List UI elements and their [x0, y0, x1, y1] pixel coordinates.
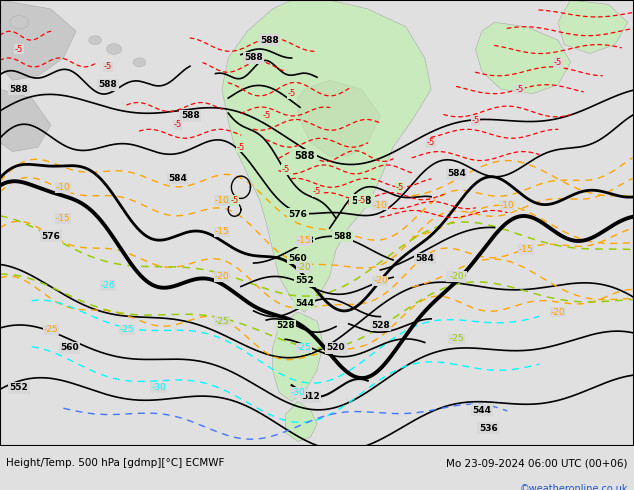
Text: -5: -5	[15, 45, 23, 53]
Text: 576: 576	[41, 232, 60, 241]
Text: 588: 588	[181, 111, 200, 121]
Text: -10: -10	[373, 200, 388, 210]
Text: -5: -5	[236, 143, 245, 151]
Text: -5: -5	[471, 116, 480, 125]
Text: -5: -5	[103, 62, 112, 72]
Polygon shape	[558, 0, 628, 53]
Text: -5: -5	[173, 121, 182, 129]
Text: 528: 528	[371, 321, 390, 330]
Polygon shape	[222, 0, 431, 312]
Polygon shape	[0, 89, 51, 151]
Text: 588: 588	[244, 53, 263, 62]
Text: 552: 552	[10, 384, 29, 392]
Polygon shape	[476, 22, 571, 94]
Text: -5: -5	[553, 58, 562, 67]
Text: 544: 544	[295, 299, 314, 308]
Text: 588: 588	[333, 232, 352, 241]
Polygon shape	[298, 80, 380, 156]
Text: 584: 584	[447, 170, 466, 178]
Text: -10: -10	[214, 196, 230, 205]
Text: 588: 588	[98, 80, 117, 89]
Text: 560: 560	[288, 254, 307, 263]
Text: -26: -26	[100, 281, 115, 290]
Text: 520: 520	[327, 343, 346, 352]
Text: 528: 528	[276, 321, 295, 330]
Text: 536: 536	[479, 423, 498, 433]
Text: 560: 560	[447, 272, 466, 281]
Text: 560: 560	[60, 343, 79, 352]
Text: -25: -25	[297, 343, 312, 352]
Text: -20: -20	[373, 276, 388, 285]
Text: -5: -5	[230, 196, 239, 205]
Text: -5: -5	[281, 165, 290, 174]
Text: 588: 588	[10, 85, 29, 94]
Polygon shape	[285, 401, 317, 441]
Text: -30: -30	[290, 388, 306, 397]
Text: -5: -5	[427, 138, 436, 147]
Text: Height/Temp. 500 hPa [gdmp][°C] ECMWF: Height/Temp. 500 hPa [gdmp][°C] ECMWF	[6, 458, 224, 468]
Text: -5: -5	[515, 85, 524, 94]
Text: -20: -20	[297, 263, 312, 272]
Text: Mo 23-09-2024 06:00 UTC (00+06): Mo 23-09-2024 06:00 UTC (00+06)	[446, 458, 628, 468]
Text: -5: -5	[313, 187, 321, 196]
Polygon shape	[0, 0, 76, 80]
Text: 588: 588	[294, 151, 314, 161]
Text: -15: -15	[297, 236, 312, 245]
Text: -10: -10	[500, 200, 515, 210]
Bar	[0, 0, 634, 446]
Text: -15: -15	[56, 214, 71, 223]
Text: 584: 584	[168, 174, 187, 183]
Text: -5: -5	[262, 111, 271, 121]
Text: -5: -5	[357, 196, 366, 205]
Text: -25: -25	[449, 334, 464, 343]
Text: -25: -25	[214, 317, 230, 325]
Circle shape	[133, 58, 146, 67]
Text: -15: -15	[214, 227, 230, 236]
Text: -20: -20	[449, 272, 464, 281]
Text: 568: 568	[295, 236, 314, 245]
Text: ©weatheronline.co.uk: ©weatheronline.co.uk	[519, 484, 628, 490]
Text: -30: -30	[151, 384, 166, 392]
Polygon shape	[273, 312, 323, 401]
Text: 588: 588	[260, 36, 279, 45]
Text: -25: -25	[43, 325, 58, 335]
Text: 576: 576	[288, 210, 307, 219]
Text: -10: -10	[56, 183, 71, 192]
Text: -5: -5	[287, 89, 296, 98]
Text: -25: -25	[119, 325, 134, 335]
Text: 512: 512	[301, 392, 320, 401]
Text: -5: -5	[395, 183, 404, 192]
Text: -20: -20	[550, 308, 566, 317]
Circle shape	[10, 16, 29, 29]
Text: 588: 588	[351, 196, 372, 206]
Text: -20: -20	[214, 272, 230, 281]
Circle shape	[89, 36, 101, 45]
Circle shape	[107, 44, 122, 54]
Text: 584: 584	[415, 254, 434, 263]
Text: -15: -15	[519, 245, 534, 254]
Text: 544: 544	[472, 406, 491, 415]
Text: 552: 552	[295, 276, 314, 285]
